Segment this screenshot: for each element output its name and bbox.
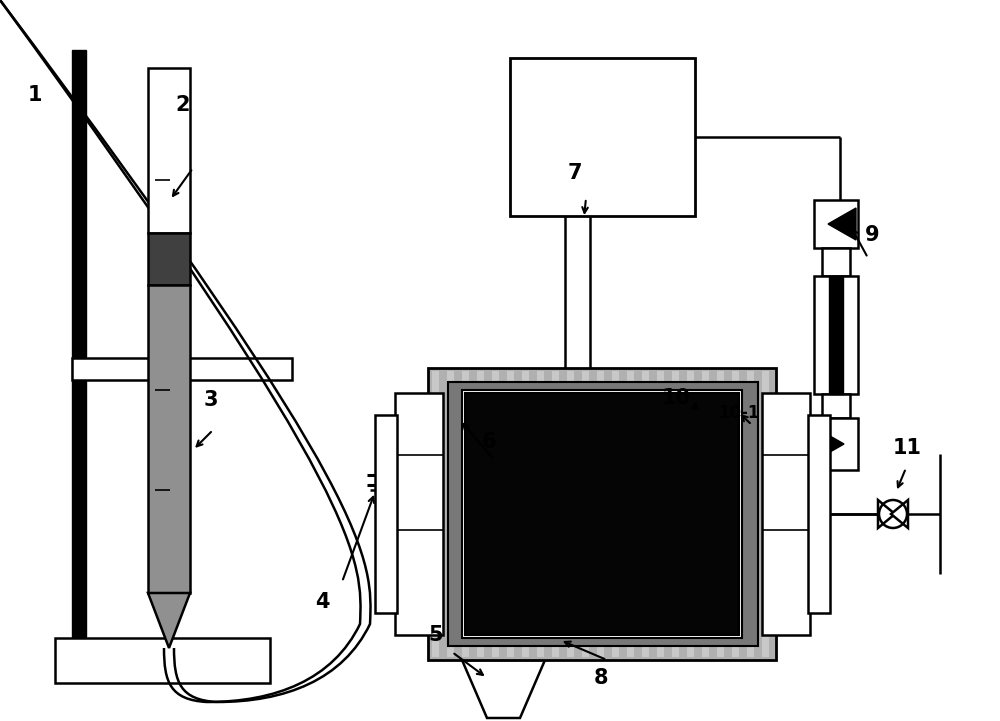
Bar [687,371,694,657]
Bar [507,371,514,657]
Bar [747,371,754,657]
Bar [432,371,439,657]
Bar [627,371,634,657]
Bar [552,371,559,657]
Bar [447,371,454,657]
Bar [762,371,769,657]
Bar [148,285,190,593]
Polygon shape [828,208,856,240]
Bar [814,418,858,470]
Bar [597,371,604,657]
Bar [428,368,776,660]
Text: 3: 3 [204,390,218,410]
Bar [448,382,758,646]
Bar [829,276,843,394]
Bar [72,358,292,380]
Text: 10: 10 [662,388,691,408]
Bar [808,415,830,613]
Polygon shape [878,500,895,528]
Text: 6: 6 [482,432,496,452]
Bar [55,638,270,683]
Text: 5: 5 [428,625,443,645]
Text: 2: 2 [175,95,190,115]
Bar [462,390,742,638]
Bar [814,200,858,248]
Bar [702,371,709,657]
Bar [657,371,664,657]
Bar [465,393,739,635]
Bar [375,415,397,613]
Bar [612,371,619,657]
Bar [732,371,739,657]
Bar [148,68,190,233]
Bar [492,371,499,657]
Bar [510,58,695,216]
Text: 10-1: 10-1 [718,404,759,422]
Bar [462,371,469,657]
Polygon shape [462,660,545,718]
Bar [148,233,190,285]
Bar [642,371,649,657]
Text: 1: 1 [28,85,42,105]
Bar [567,371,574,657]
Bar [582,371,589,657]
Bar [822,394,850,418]
Text: 7: 7 [568,163,582,183]
Bar [72,50,86,660]
Bar [537,371,544,657]
Bar [477,371,484,657]
Text: 4: 4 [315,592,330,612]
Bar [672,371,679,657]
Bar [395,393,443,635]
Bar [814,276,858,394]
Bar [522,371,529,657]
Polygon shape [816,428,844,460]
Bar [762,393,810,635]
Text: 8: 8 [594,668,608,688]
Bar [822,248,850,276]
Polygon shape [148,593,190,648]
Text: 11: 11 [893,438,922,458]
Polygon shape [891,500,908,528]
Bar [717,371,724,657]
Text: 9: 9 [865,225,880,245]
